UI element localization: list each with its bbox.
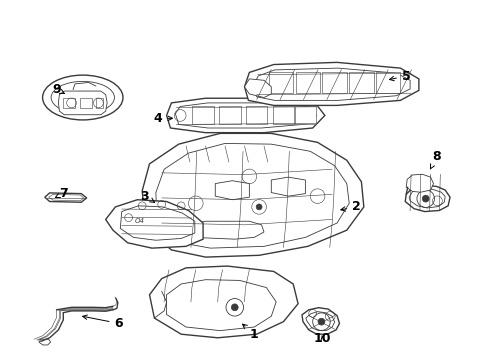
Polygon shape — [322, 72, 346, 93]
Circle shape — [256, 204, 262, 210]
Polygon shape — [295, 72, 319, 93]
Polygon shape — [271, 177, 305, 196]
Text: 4: 4 — [153, 112, 172, 125]
Text: 5: 5 — [389, 69, 410, 82]
Circle shape — [317, 318, 324, 325]
Polygon shape — [49, 194, 83, 201]
Polygon shape — [408, 189, 444, 208]
Polygon shape — [253, 68, 409, 100]
Polygon shape — [405, 185, 449, 212]
Polygon shape — [272, 107, 294, 125]
Polygon shape — [244, 79, 271, 98]
Text: 10: 10 — [313, 332, 330, 345]
Polygon shape — [166, 280, 276, 330]
Circle shape — [231, 304, 238, 311]
Polygon shape — [166, 98, 324, 133]
Polygon shape — [294, 107, 315, 125]
Polygon shape — [245, 107, 267, 125]
Polygon shape — [105, 200, 203, 248]
Text: 8: 8 — [429, 150, 440, 169]
Polygon shape — [305, 312, 334, 330]
Polygon shape — [348, 72, 373, 93]
Ellipse shape — [51, 81, 114, 114]
Polygon shape — [96, 98, 103, 108]
Text: 9: 9 — [53, 83, 64, 96]
Polygon shape — [175, 103, 316, 128]
Polygon shape — [219, 107, 240, 125]
Polygon shape — [375, 72, 400, 93]
Polygon shape — [156, 143, 348, 248]
Circle shape — [422, 195, 428, 202]
Polygon shape — [142, 134, 363, 257]
Polygon shape — [39, 339, 51, 345]
Text: O4: O4 — [135, 218, 144, 224]
Polygon shape — [215, 181, 249, 200]
Polygon shape — [244, 62, 418, 105]
Polygon shape — [181, 221, 264, 239]
Polygon shape — [45, 193, 86, 202]
Polygon shape — [120, 206, 194, 240]
Text: 2: 2 — [340, 201, 360, 213]
Polygon shape — [58, 91, 107, 115]
Text: 6: 6 — [82, 315, 123, 330]
Text: 7: 7 — [55, 187, 67, 200]
Polygon shape — [406, 174, 433, 192]
Polygon shape — [149, 266, 298, 338]
Polygon shape — [80, 98, 91, 108]
Polygon shape — [63, 98, 75, 108]
Polygon shape — [192, 107, 213, 125]
Ellipse shape — [42, 75, 122, 120]
Polygon shape — [268, 72, 293, 93]
Polygon shape — [302, 308, 339, 334]
Text: 1: 1 — [242, 324, 258, 341]
Text: 3: 3 — [140, 190, 154, 203]
